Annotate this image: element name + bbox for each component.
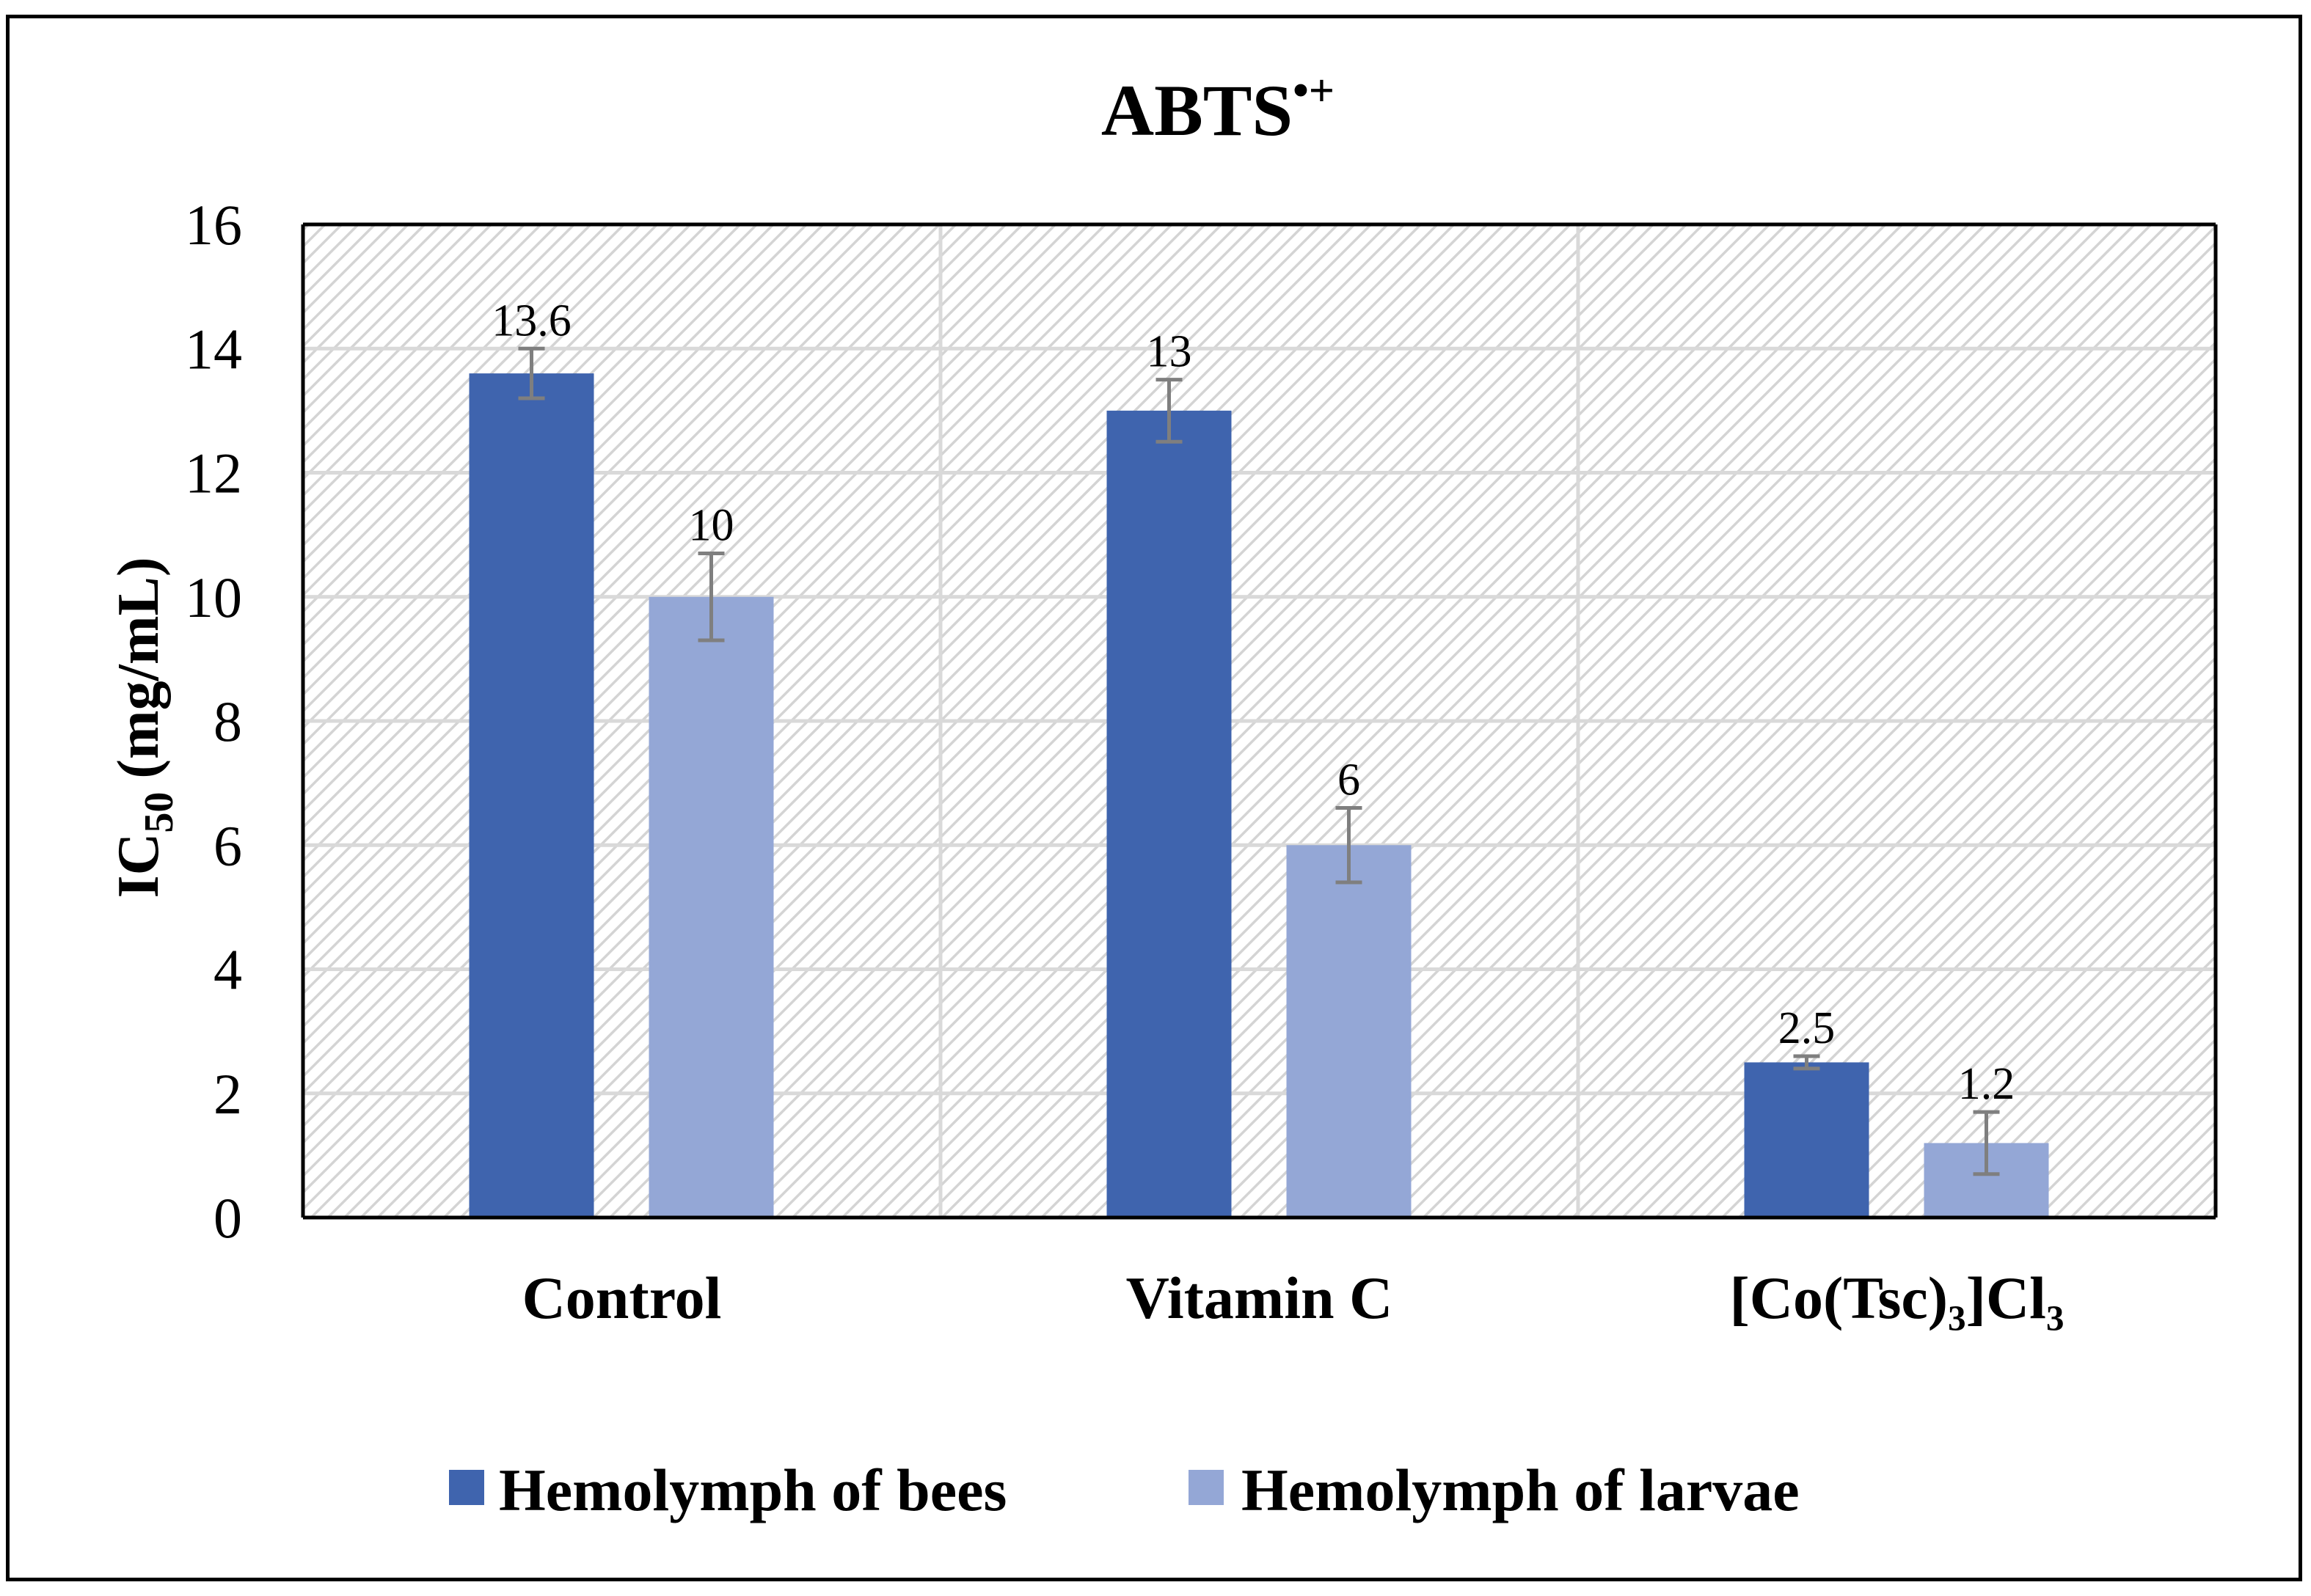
y-tick-label: 0 xyxy=(213,1186,242,1250)
bar-value-label: 13.6 xyxy=(492,296,572,345)
y-tick-label: 6 xyxy=(213,813,242,877)
legend: Hemolymph of bees Hemolymph of larvae xyxy=(449,1457,1800,1523)
legend-swatch xyxy=(1189,1470,1224,1505)
x-category-label: Vitamin C xyxy=(1126,1264,1393,1331)
x-category-label: Control xyxy=(522,1264,722,1331)
y-tick-label: 8 xyxy=(213,689,242,753)
legend-label: Hemolymph of larvae xyxy=(1241,1457,1800,1523)
plot-area: 0 2 4 6 8 10 12 14 16 13.6 13 2.5 10 6 1.2 Control Vitam… xyxy=(185,193,2218,1331)
y-axis-label: IC50 (mg/mL) xyxy=(106,557,182,898)
y-tick-label: 16 xyxy=(185,193,242,257)
bar xyxy=(1286,845,1412,1218)
legend-swatch xyxy=(449,1470,484,1505)
bar xyxy=(469,373,594,1218)
bar-value-label: 1.2 xyxy=(1958,1059,2015,1109)
y-axis-label-subscript: 50 xyxy=(136,792,182,833)
y-tick-label: 10 xyxy=(185,565,242,629)
chart-title: ABTS•+ xyxy=(1101,66,1335,151)
y-tick-label: 2 xyxy=(213,1062,242,1126)
bar xyxy=(1744,1062,1869,1218)
legend-label: Hemolymph of bees xyxy=(499,1457,1007,1523)
x-category-label: [Co(Tsc)₃]Cl₃ xyxy=(1729,1264,2064,1331)
y-axis-label-units: (mg/mL) xyxy=(106,557,171,778)
bar xyxy=(1106,410,1232,1218)
y-tick-label: 12 xyxy=(185,442,242,505)
bar-value-label: 2.5 xyxy=(1778,1003,1836,1053)
y-tick-label: 14 xyxy=(185,317,242,381)
chart-title-main: ABTS xyxy=(1101,70,1293,151)
bar-value-label: 6 xyxy=(1337,755,1360,805)
bar-value-label: 10 xyxy=(689,501,734,551)
chart-title-superscript: •+ xyxy=(1293,66,1335,116)
y-tick-label: 4 xyxy=(213,938,242,1002)
bar xyxy=(649,596,774,1218)
bar-value-label: 13 xyxy=(1147,327,1192,377)
y-axis-label-main: IC xyxy=(106,833,171,898)
